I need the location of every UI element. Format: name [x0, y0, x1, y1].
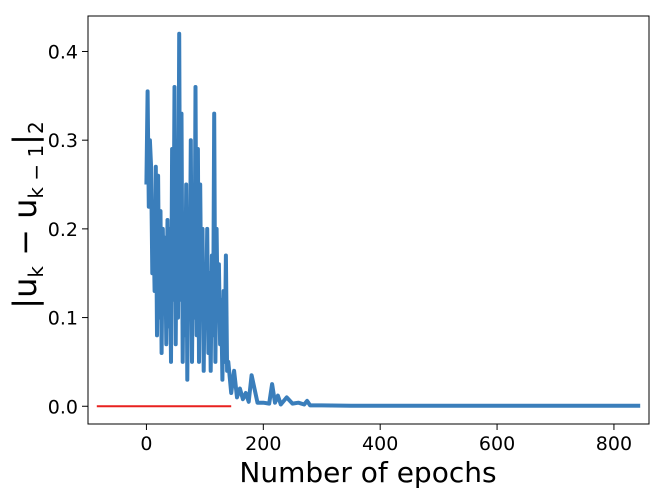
y-tick-label: 0.3: [48, 130, 78, 152]
y-title-part: − u: [6, 199, 44, 266]
x-tick-label: 600: [479, 433, 515, 455]
x-tick-label: 400: [362, 433, 398, 455]
x-axis-title: Number of epochs: [239, 456, 496, 489]
x-tick-label: 800: [596, 433, 632, 455]
x-tick-label: 200: [245, 433, 281, 455]
y-axis-title: |uk − uk − 1|2: [6, 121, 48, 308]
y-title-part: |u: [6, 278, 44, 309]
y-title-sub: 2: [24, 121, 48, 134]
y-title-sub: k − 1: [24, 145, 48, 199]
x-tick-label: 0: [140, 433, 152, 455]
y-title-sub: k: [24, 266, 48, 278]
y-tick-label: 0.2: [48, 219, 78, 241]
y-title-part: |: [6, 134, 44, 145]
y-tick-label: 0.0: [48, 396, 78, 418]
y-tick-label: 0.1: [48, 308, 78, 330]
y-tick-label: 0.4: [48, 41, 78, 63]
series-line-0: [144, 31, 641, 408]
plot-frame: [87, 15, 650, 425]
